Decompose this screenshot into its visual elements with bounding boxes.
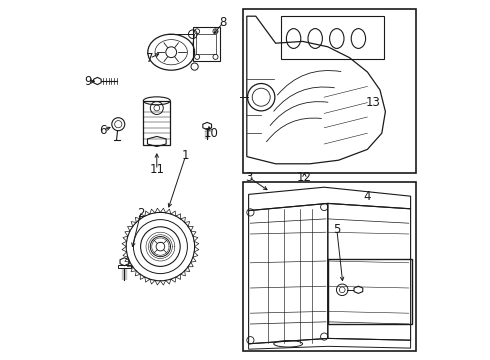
Text: 3: 3: [245, 171, 252, 184]
Text: 10: 10: [203, 127, 218, 140]
Text: 7: 7: [146, 52, 153, 65]
Text: 13: 13: [366, 96, 380, 109]
Text: 11: 11: [149, 163, 164, 176]
Text: 4: 4: [364, 190, 371, 203]
Text: 6: 6: [99, 124, 106, 137]
Text: 12: 12: [297, 171, 312, 184]
Bar: [143, 101, 171, 145]
Bar: [193, 27, 220, 61]
Bar: [281, 16, 384, 59]
Bar: [118, 265, 131, 268]
Bar: [243, 9, 416, 173]
Text: 2: 2: [137, 207, 145, 220]
Bar: [196, 34, 216, 54]
Text: 1: 1: [182, 149, 189, 162]
Bar: [328, 259, 413, 324]
Bar: [243, 182, 416, 351]
Text: 9: 9: [85, 75, 92, 88]
Text: 5: 5: [333, 223, 341, 236]
Text: 8: 8: [220, 16, 227, 29]
